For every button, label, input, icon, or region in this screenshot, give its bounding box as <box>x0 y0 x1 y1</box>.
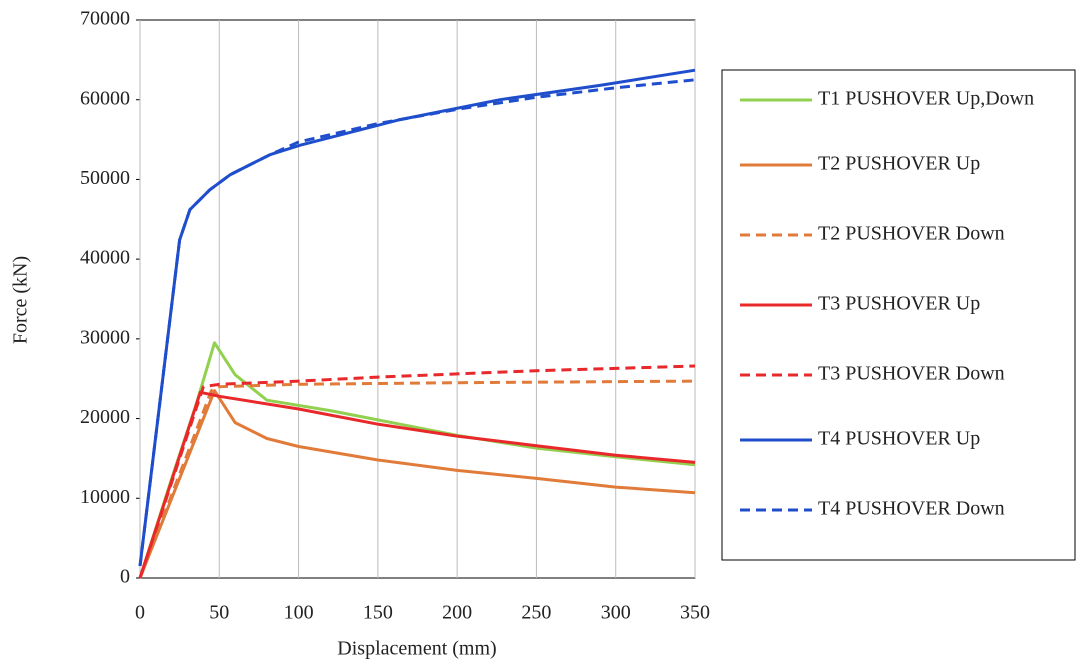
legend-label: T2 PUSHOVER Up <box>818 153 980 175</box>
x-tick-label: 350 <box>680 602 710 624</box>
legend-box <box>721 69 1076 561</box>
series-line <box>138 364 696 579</box>
x-tick-label: 150 <box>363 602 393 624</box>
legend-label: T2 PUSHOVER Down <box>818 223 1005 245</box>
y-tick-label: 70000 <box>80 8 130 30</box>
legend-label: T3 PUSHOVER Down <box>818 363 1005 385</box>
y-axis-label: Force (kN) <box>10 256 32 344</box>
y-tick-label: 0 <box>120 566 130 588</box>
x-tick-label: 0 <box>135 602 145 624</box>
plot-frame <box>139 19 696 579</box>
x-tick-label: 300 <box>601 602 631 624</box>
series-line <box>138 78 696 567</box>
x-tick-label: 250 <box>521 602 551 624</box>
legend-label: T4 PUSHOVER Up <box>818 428 980 450</box>
x-tick-label: 100 <box>284 602 314 624</box>
y-tick-label: 30000 <box>80 326 130 348</box>
y-tick-label: 10000 <box>80 486 130 508</box>
series-line <box>138 341 696 579</box>
legend-label: T3 PUSHOVER Up <box>818 293 980 315</box>
y-tick-label: 40000 <box>80 247 130 269</box>
series-line <box>138 389 696 579</box>
y-tick-label: 50000 <box>80 167 130 189</box>
x-tick-label: 50 <box>209 602 229 624</box>
y-tick-label: 20000 <box>80 406 130 428</box>
series-line <box>138 390 696 579</box>
series-line <box>138 379 696 579</box>
legend-label: T4 PUSHOVER Down <box>818 498 1005 520</box>
x-tick-label: 200 <box>442 602 472 624</box>
y-tick-label: 60000 <box>80 87 130 109</box>
x-axis-label: Displacement (mm) <box>337 638 496 660</box>
legend-label: T1 PUSHOVER Up,Down <box>818 88 1034 110</box>
series-line <box>138 68 696 567</box>
